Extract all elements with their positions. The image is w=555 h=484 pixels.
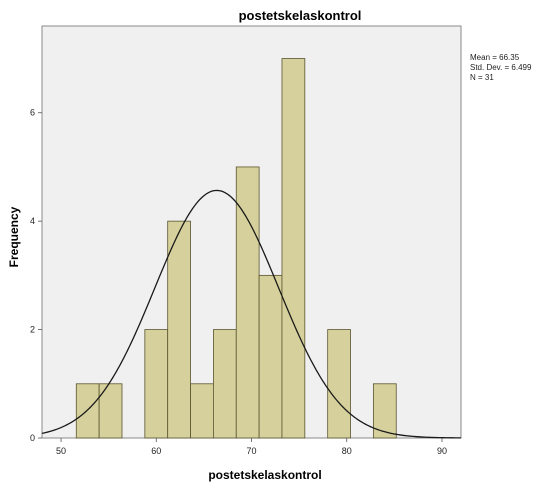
histogram-bar xyxy=(167,220,191,439)
histogram-bar xyxy=(327,329,351,439)
y-axis: 0 2 4 6 xyxy=(30,108,42,443)
y-tick-label: 2 xyxy=(30,325,35,335)
chart-title: postetskelaskontrol xyxy=(239,8,362,23)
y-tick-label: 0 xyxy=(30,433,35,443)
histogram-bars xyxy=(75,58,397,439)
x-tick-label: 80 xyxy=(342,446,352,456)
stats-n: N = 31 xyxy=(470,73,494,82)
histogram-bar xyxy=(98,383,123,439)
histogram-bar xyxy=(144,329,169,439)
stats-std-dev: Std. Dev. = 6.499 xyxy=(470,63,532,72)
histogram-bar xyxy=(190,383,214,439)
normal-curve xyxy=(41,189,462,439)
x-tick-label: 60 xyxy=(151,446,161,456)
y-tick-label: 4 xyxy=(30,216,35,226)
x-tick-label: 90 xyxy=(437,446,447,456)
y-axis-label: Frequency xyxy=(7,206,21,267)
histogram-bar xyxy=(213,329,237,439)
x-axis: 50 60 70 80 90 xyxy=(56,438,447,456)
histogram-bar xyxy=(75,383,100,439)
x-tick-label: 50 xyxy=(56,446,66,456)
x-axis-label: postetskelaskontrol xyxy=(208,468,321,482)
x-tick-label: 70 xyxy=(246,446,256,456)
stats-box: Mean = 66.35 Std. Dev. = 6.499 N = 31 xyxy=(470,53,532,82)
stats-mean: Mean = 66.35 xyxy=(470,53,520,62)
histogram-bar xyxy=(281,58,306,439)
y-tick-label: 6 xyxy=(30,108,35,118)
histogram-bar xyxy=(258,274,283,439)
histogram-bar xyxy=(372,383,397,439)
